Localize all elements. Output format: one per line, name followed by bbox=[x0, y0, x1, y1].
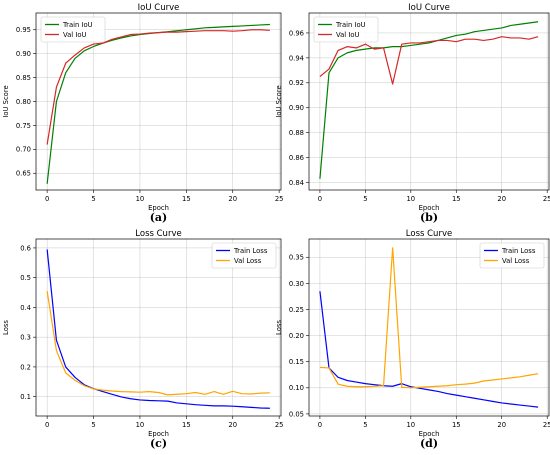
legend: Train IoU Val IoU bbox=[40, 16, 106, 43]
y-tick-label: 0.65 bbox=[16, 170, 31, 178]
x-tick-label: 20 bbox=[497, 195, 506, 203]
legend-box bbox=[479, 242, 545, 269]
legend-label: Val Loss bbox=[234, 257, 262, 265]
y-tick-label: 0.70 bbox=[16, 146, 31, 154]
y-tick-label: 0.92 bbox=[289, 79, 304, 87]
y-tick-label: 0.86 bbox=[289, 154, 304, 162]
chart-title: Loss Curve bbox=[406, 229, 452, 239]
y-tick-label: 0.6 bbox=[20, 244, 31, 252]
x-tick-label: 25 bbox=[275, 195, 284, 203]
y-axis-label: Loss bbox=[2, 320, 10, 335]
chart-panel-2: IoU Curve 0 5 10 15 20 25 0.84 0.86 0.88 0.90 0.92 0… bbox=[275, 3, 550, 224]
y-tick-label: 0.3 bbox=[20, 334, 31, 342]
y-tick-label: 0.10 bbox=[289, 384, 304, 392]
x-tick-label: 5 bbox=[363, 195, 367, 203]
y-tick-label: 0.85 bbox=[16, 74, 31, 82]
y-tick-label: 0.88 bbox=[289, 129, 304, 137]
x-tick-label: 15 bbox=[452, 195, 461, 203]
series-line-train-loss bbox=[319, 291, 539, 408]
x-tick-label: 10 bbox=[136, 195, 145, 203]
y-tick-label: 0.96 bbox=[289, 29, 304, 37]
legend: Train IoU Val IoU bbox=[313, 16, 379, 43]
series-line-val-iou bbox=[319, 36, 539, 85]
y-tick-label: 0.35 bbox=[289, 254, 304, 262]
legend-label: Val IoU bbox=[336, 31, 359, 39]
y-tick-label: 0.4 bbox=[20, 304, 31, 312]
chart-panel-4: Loss Curve 0 5 10 15 20 25 0.05 0.10 0.15 0.20 0.25… bbox=[275, 229, 550, 450]
x-tick-label: 0 bbox=[318, 421, 322, 429]
plot-frame bbox=[35, 12, 282, 191]
x-tick-label: 25 bbox=[543, 421, 550, 429]
x-tick-label: 20 bbox=[228, 195, 237, 203]
plot-frame bbox=[308, 12, 550, 191]
y-tick-label: 0.90 bbox=[289, 104, 304, 112]
x-tick-label: 5 bbox=[91, 421, 95, 429]
x-tick-label: 0 bbox=[45, 421, 49, 429]
chart-title: IoU Curve bbox=[138, 3, 180, 13]
y-tick-label: 0.80 bbox=[16, 98, 31, 106]
x-axis-label: Epoch bbox=[148, 204, 169, 212]
series-line-train-loss bbox=[46, 249, 270, 409]
x-tick-label: 20 bbox=[228, 421, 237, 429]
y-tick-label: 0.90 bbox=[16, 50, 31, 58]
x-tick-label: 0 bbox=[45, 195, 49, 203]
legend-box bbox=[211, 242, 277, 269]
y-tick-label: 0.2 bbox=[20, 363, 31, 371]
panel-caption: (b) bbox=[420, 211, 438, 224]
legend-label: Train IoU bbox=[335, 21, 366, 29]
legend: Train Loss Val Loss bbox=[211, 242, 277, 269]
x-tick-label: 15 bbox=[452, 421, 461, 429]
x-tick-label: 25 bbox=[275, 421, 284, 429]
legend-label: Train Loss bbox=[501, 247, 536, 255]
y-axis-label: Loss bbox=[275, 320, 283, 335]
y-tick-label: 0.05 bbox=[289, 410, 304, 418]
x-tick-label: 10 bbox=[136, 421, 145, 429]
x-tick-label: 0 bbox=[318, 195, 322, 203]
plot-frame bbox=[35, 238, 282, 417]
y-axis-label: IoU Score bbox=[275, 85, 283, 117]
y-axis-label: IoU Score bbox=[2, 85, 10, 117]
y-tick-label: 0.94 bbox=[289, 54, 304, 62]
chart-title: Loss Curve bbox=[135, 229, 181, 239]
series-line-val-loss bbox=[46, 290, 270, 396]
y-tick-label: 0.30 bbox=[289, 280, 304, 288]
legend-label: Train IoU bbox=[62, 21, 93, 29]
y-tick-label: 0.25 bbox=[289, 306, 304, 314]
x-tick-label: 10 bbox=[406, 421, 415, 429]
x-tick-label: 5 bbox=[363, 421, 367, 429]
x-tick-label: 20 bbox=[497, 421, 506, 429]
y-tick-label: 0.75 bbox=[16, 122, 31, 130]
y-tick-label: 0.1 bbox=[20, 393, 31, 401]
legend-label: Val Loss bbox=[502, 257, 530, 265]
chart-panel-1: IoU Curve 0 5 10 15 20 25 0.65 0.70 0.75 0.80 0.85 0… bbox=[2, 3, 283, 224]
plot-frame bbox=[308, 238, 550, 417]
series-line-val-loss bbox=[319, 247, 539, 389]
panel-caption: (c) bbox=[150, 437, 167, 450]
chart-title: IoU Curve bbox=[408, 3, 450, 13]
x-tick-label: 5 bbox=[91, 195, 95, 203]
y-tick-label: 0.15 bbox=[289, 358, 304, 366]
panel-caption: (a) bbox=[150, 211, 168, 224]
legend-box bbox=[40, 16, 106, 43]
y-tick-label: 0.5 bbox=[20, 274, 31, 282]
legend-label: Train Loss bbox=[233, 247, 268, 255]
x-tick-label: 25 bbox=[543, 195, 550, 203]
y-tick-label: 0.84 bbox=[289, 179, 304, 187]
series-line-train-iou bbox=[319, 21, 539, 179]
x-axis-label: Epoch bbox=[419, 430, 440, 438]
x-tick-label: 15 bbox=[182, 421, 191, 429]
panel-caption: (d) bbox=[420, 437, 438, 450]
x-tick-label: 10 bbox=[406, 195, 415, 203]
y-tick-label: 0.20 bbox=[289, 332, 304, 340]
x-tick-label: 15 bbox=[182, 195, 191, 203]
chart-panel-3: Loss Curve 0 5 10 15 20 25 0.1 0.2 0.3 0.4 0.5 0.6 Ep… bbox=[2, 229, 283, 450]
x-axis-label: Epoch bbox=[419, 204, 440, 212]
x-axis-label: Epoch bbox=[148, 430, 169, 438]
series-line-val-iou bbox=[46, 29, 270, 145]
legend-box bbox=[313, 16, 379, 43]
legend-label: Val IoU bbox=[63, 31, 86, 39]
legend: Train Loss Val Loss bbox=[479, 242, 545, 269]
y-tick-label: 0.95 bbox=[16, 26, 31, 34]
